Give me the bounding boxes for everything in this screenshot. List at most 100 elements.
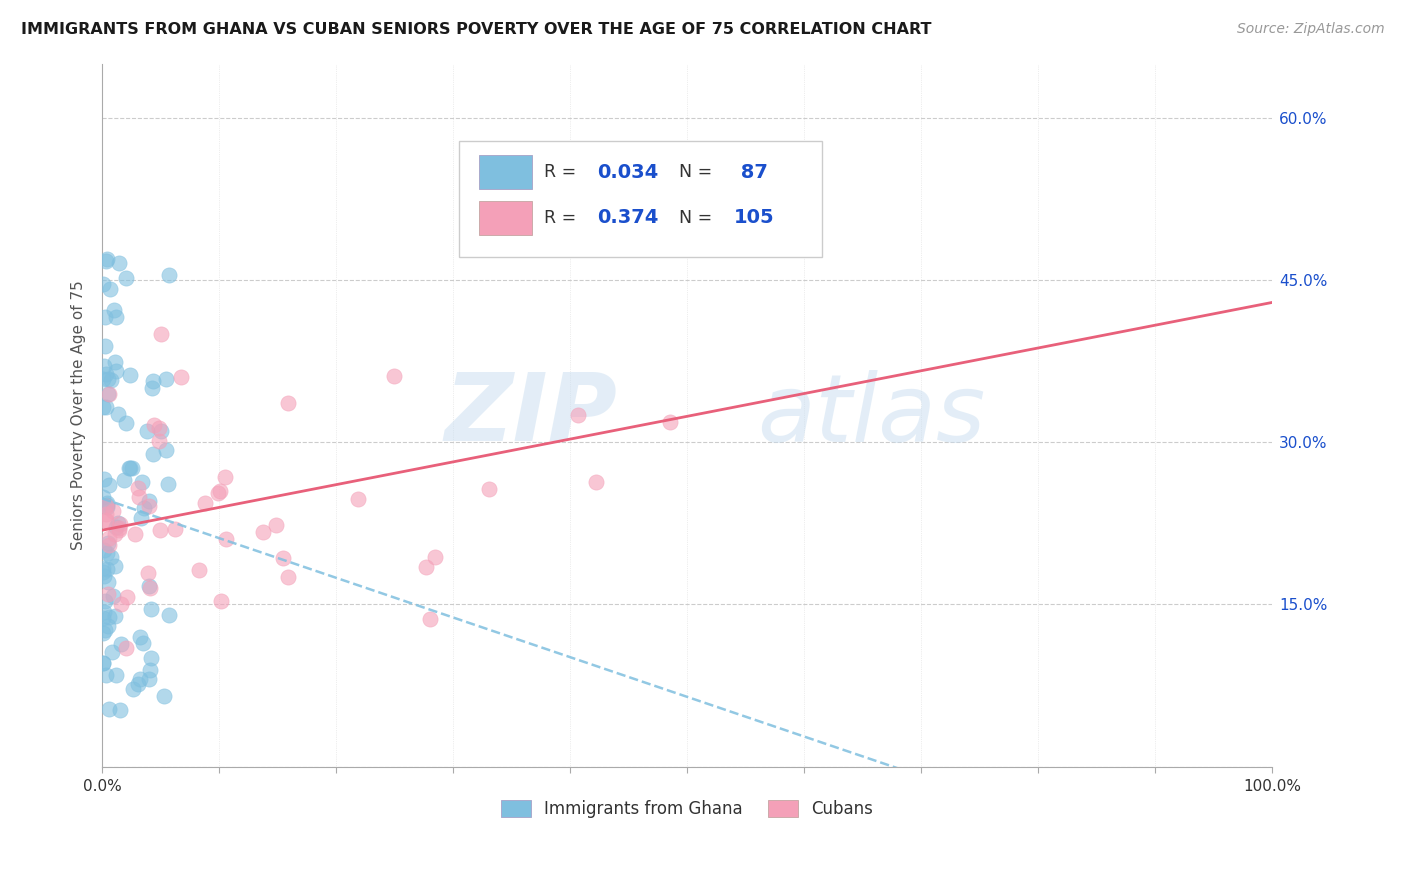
Point [107,516,129,530]
Point [156,477,179,491]
Point [93,277,115,292]
Point [93,656,115,670]
Point [101,589,124,603]
Point [139,664,162,678]
Point [101,504,124,518]
Point [127,481,149,495]
Point [93,372,115,386]
Point [98,532,121,546]
Point [136,424,159,438]
Point [139,581,162,595]
Point [98,610,121,624]
Text: atlas: atlas [758,370,986,461]
Text: N =: N = [679,163,718,181]
Point [252,524,274,539]
Point [155,372,177,386]
Point [187,563,209,577]
Point [96,546,118,560]
Point [96,499,118,513]
Point [142,447,165,461]
Point [676,197,699,211]
Point [138,672,160,686]
Point [104,527,127,541]
Point [425,549,447,564]
Point [98,477,121,491]
Legend: Immigrants from Ghana, Cubans: Immigrants from Ghana, Cubans [495,794,880,825]
Text: 0.374: 0.374 [598,209,658,227]
Point [108,517,131,532]
Y-axis label: Seniors Poverty Over the Age of 75: Seniors Poverty Over the Age of 75 [72,280,86,550]
Point [138,579,160,593]
Point [94,667,117,681]
Point [108,521,131,535]
Point [112,473,135,487]
Point [141,602,163,616]
Point [93,611,115,625]
Point [478,483,501,497]
Point [100,374,122,388]
Point [142,374,165,388]
Point [115,416,138,430]
Point [141,381,163,395]
Point [207,486,229,500]
Point [96,562,118,576]
Point [115,640,138,655]
Point [194,496,217,510]
Point [97,372,120,386]
Point [148,434,170,448]
Point [157,268,180,282]
Point [100,645,122,659]
Point [149,523,172,537]
Point [585,475,607,489]
Point [114,270,136,285]
Point [567,408,589,422]
Point [94,367,117,381]
Point [163,522,186,536]
Point [93,400,115,414]
Point [127,677,149,691]
Point [93,565,115,579]
Point [136,566,159,580]
Point [209,593,232,607]
Point [214,470,236,484]
Point [96,496,118,510]
Point [155,442,177,457]
Point [93,543,115,558]
Point [277,395,299,409]
Point [104,364,127,378]
Point [110,597,132,611]
Point [131,475,153,489]
Point [96,252,118,267]
Point [94,499,117,513]
Text: N =: N = [679,209,718,227]
Text: R =: R = [544,163,582,181]
Point [94,339,117,353]
Point [94,253,117,268]
Point [104,668,127,682]
Text: ZIP: ZIP [444,369,617,461]
Point [94,623,117,637]
Point [122,682,145,697]
Point [128,631,150,645]
Point [97,535,120,549]
Point [143,417,166,432]
Point [98,538,121,552]
Bar [479,155,531,189]
Point [108,523,131,537]
Point [120,368,142,383]
Point [132,501,155,516]
Point [157,608,180,623]
Point [93,626,115,640]
Point [148,421,170,435]
Point [93,569,115,583]
Point [107,255,129,269]
Point [264,517,287,532]
Point [658,416,681,430]
Point [97,587,120,601]
Point [149,327,172,342]
Point [153,690,176,704]
Point [129,510,152,524]
Point [103,609,125,624]
Text: R =: R = [544,209,582,227]
Text: 105: 105 [734,209,775,227]
